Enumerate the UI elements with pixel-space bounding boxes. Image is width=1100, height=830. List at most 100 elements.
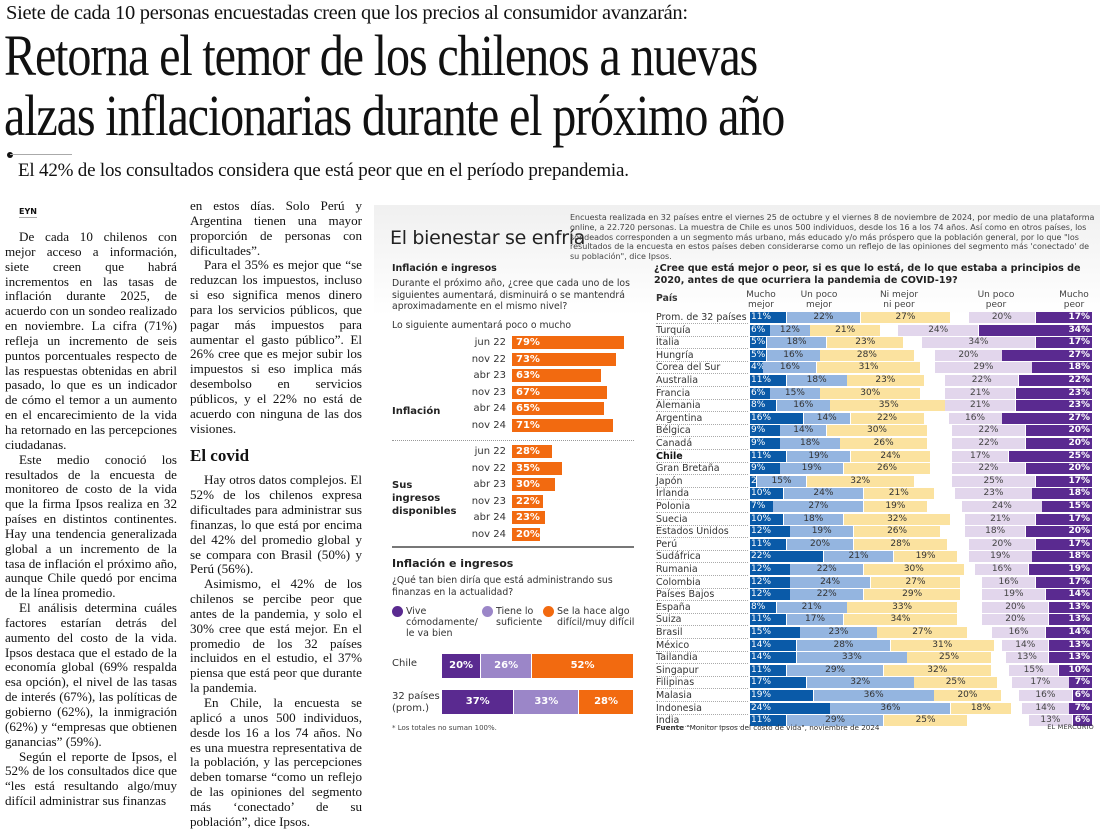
segment-mucho-peor: 23% [1015, 400, 1092, 412]
country-label: Prom. de 32 países [656, 312, 748, 324]
bar [512, 461, 562, 475]
country-row: Prom. de 32 países 11% 22% 27% 17% 20% [374, 312, 1100, 324]
country-label: Perú [656, 539, 748, 551]
country-label: Gran Bretaña [656, 463, 748, 476]
segment-un-poco-mejor: 14% [803, 412, 850, 424]
segment-un-poco-peor: 13% [1028, 715, 1072, 727]
segment-un-poco-peor: 14% [1022, 702, 1069, 714]
country-row: India 11% 29% 25% 6% 13% [374, 715, 1100, 728]
segment-un-poco-mejor: 16% [776, 400, 830, 412]
segment-mucho-peor: 17% [1035, 312, 1092, 323]
country-row: Alemania 8% 16% 35% 23% 21% [374, 400, 1100, 413]
group-divider [392, 440, 634, 441]
header-mucho-mejor: Mucho mejor [746, 290, 776, 310]
segment-mucho-peor: 13% [1049, 614, 1092, 626]
bar-value-label: 67% [516, 386, 540, 398]
segment-mucho-peor: 17% [1035, 538, 1092, 550]
bar [512, 402, 605, 415]
article-column-1: De cada 10 chilenos con mejor acceso a i… [5, 229, 177, 809]
bar-value-label: 28% [516, 446, 540, 457]
segment-un-poco-mejor: 18% [783, 513, 844, 525]
finances-section-title: Inflación e ingresos [392, 557, 514, 570]
byline: EYN [19, 207, 37, 218]
segment-ni-mejor-ni-peor: 26% [840, 438, 927, 449]
country-label: Singapur [656, 665, 748, 677]
legend-swatch-mid-purple [482, 606, 493, 617]
segment-ni-mejor-ni-peor: 25% [884, 715, 968, 727]
segment-mucho-mejor: 11% [750, 538, 787, 550]
segment-ni-mejor-ni-peor: 26% [853, 526, 941, 538]
country-label: España [656, 602, 748, 614]
segment-ni-mejor-ni-peor: 32% [806, 475, 914, 487]
bar-value-label: 35% [516, 462, 540, 474]
country-row: Tailandia 14% 33% 25% 13% 13% [374, 652, 1100, 665]
segment-un-poco-mejor: 19% [780, 463, 844, 475]
segment-mucho-mejor: 12% [750, 589, 790, 601]
segment-ni-mejor-ni-peor: 32% [843, 513, 951, 525]
country-row: Colombia 12% 24% 27% 17% 16% [374, 576, 1100, 589]
country-row: Suecia 10% 18% 32% 17% 21% [374, 513, 1100, 526]
segment-mucho-peor: 27% [1002, 349, 1092, 361]
country-label: Australia [656, 375, 748, 387]
inflation-section-title: Inflación e ingresos [392, 263, 497, 274]
segment-ni-mejor-ni-peor: 31% [817, 362, 921, 374]
paragraph: Según el reporte de Ipsos, el 52% de los… [5, 748, 177, 809]
finances-row-label: Chile [392, 658, 418, 669]
paragraph: En Chile, la encuesta se aplicó a unos 5… [190, 695, 362, 829]
segment-ni-mejor-ni-peor: 35% [830, 400, 948, 412]
credit: EL MERCURIO [1047, 723, 1094, 731]
inflation-subtitle: Lo siguiente aumentará poco o mucho [392, 320, 572, 331]
segment-ni-mejor-ni-peor: 28% [853, 538, 948, 550]
segment-un-poco-peor: 25% [951, 475, 1036, 487]
country-label: Suiza [656, 614, 748, 627]
paragraph: en estos días. Solo Perú y Argentina tie… [190, 198, 362, 258]
country-row: Francia 6% 15% 30% 23% 21% [374, 387, 1100, 400]
segment-mucho-mejor: 4% [750, 362, 766, 374]
country-row: Australia 11% 18% 23% 22% 22% [374, 375, 1100, 387]
segment-ni-mejor-ni-peor: 21% [863, 488, 934, 500]
kicker: Siete de cada 10 personas encuestadas cr… [6, 2, 688, 24]
country-label: Polonia [656, 501, 748, 513]
country-label: Tailandia [656, 652, 748, 665]
segment-mucho-mejor: 12% [750, 576, 790, 588]
segment-ni-mejor-ni-peor: 30% [827, 425, 927, 437]
country-label: Colombia [656, 577, 748, 589]
segment-un-poco-mejor: 28% [796, 639, 891, 651]
country-row: Chile 11% 19% 24% 25% 17% [374, 450, 1100, 463]
segment-un-poco-peor: 21% [945, 387, 1015, 399]
segment-ni-mejor-ni-peor: 28% [820, 349, 914, 361]
country-label: Rumania [656, 564, 748, 576]
segment-mucho-peor: 19% [1028, 564, 1092, 575]
inflation-question: Durante el próximo año, ¿cree que cada u… [392, 278, 630, 312]
segment-ni-mejor-ni-peor: 18% [951, 702, 1011, 714]
segment-ni-mejor-ni-peor: 27% [877, 627, 968, 638]
headline-line-2: alzas inflacionarias durante el próximo … [4, 83, 785, 148]
country-label: Brasil [656, 627, 748, 639]
country-row: Turquía 6% 12% 21% 34% 24% [374, 324, 1100, 337]
segment-mucho-mejor: 11% [750, 664, 787, 676]
segment-un-poco-peor: 22% [951, 425, 1025, 437]
bar [512, 511, 545, 524]
segment-mucho-mejor: 2% [750, 475, 765, 487]
country-row: Brasil 15% 23% 27% 14% 16% [374, 627, 1100, 639]
segment-mucho-mejor: 16% [750, 412, 803, 424]
segment-ni-mejor-ni-peor: 22% [850, 412, 924, 424]
bar-category-label: abr 24 [473, 512, 507, 523]
segment-un-poco-mejor: 27% [773, 501, 864, 512]
segment-un-poco-mejor: 18% [786, 375, 847, 386]
segment-un-poco-peor: 20% [982, 601, 1049, 613]
legend-label: Se la hace algo difícil/muy difícil [557, 606, 635, 628]
segment-mucho-mejor: 10% [750, 488, 783, 500]
segment-mucho-peor: 7% [1069, 702, 1092, 714]
segment-mucho-mejor: 15% [750, 627, 800, 638]
country-label: Países Bajos [656, 589, 748, 602]
segment-un-poco-mejor: 32% [806, 677, 914, 689]
bar-category-label: nov 24 [471, 419, 506, 431]
segment-mucho-mejor: 12% [750, 564, 790, 575]
country-row: Rumania 12% 22% 30% 19% 16% [374, 564, 1100, 576]
legend-label: Tiene lo suficiente [496, 606, 543, 628]
country-row: Gran Bretaña 9% 19% 26% 20% 22% [374, 463, 1100, 476]
article-column-2: en estos días. Solo Perú y Argentina tie… [190, 198, 362, 830]
segment-mucho-mejor: 9% [750, 438, 780, 449]
segment-mucho-peor: 20% [1025, 463, 1092, 475]
